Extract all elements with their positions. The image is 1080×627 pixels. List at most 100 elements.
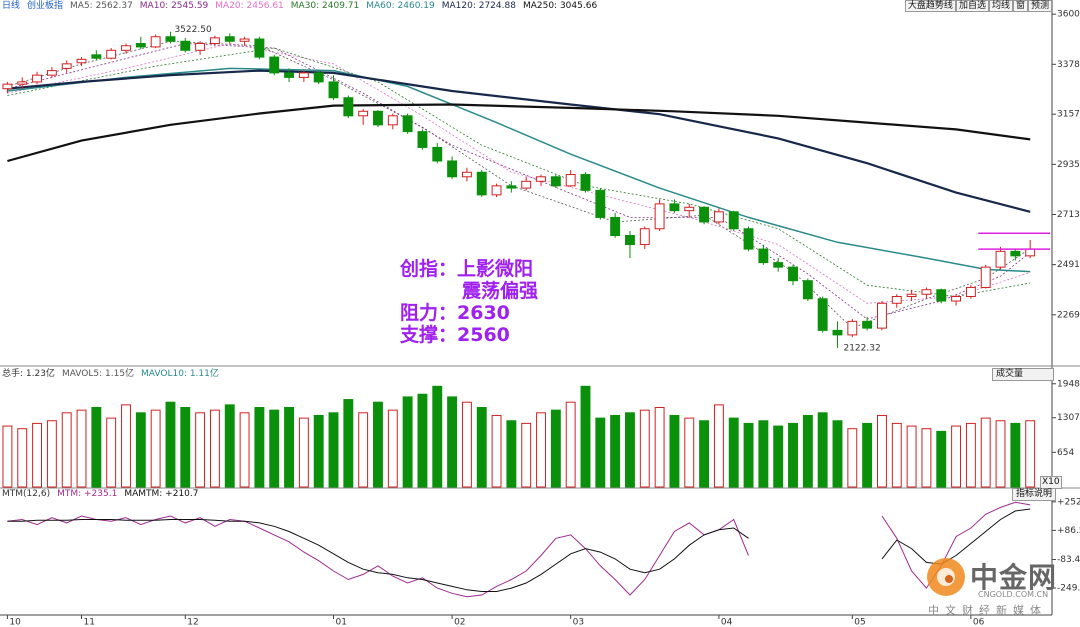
- volume-bar: [847, 428, 858, 488]
- candle-body: [417, 131, 428, 148]
- y-tick-label: 2491: [1057, 260, 1080, 270]
- volume-bar: [728, 417, 739, 488]
- candle-body: [832, 329, 843, 336]
- candle-body: [135, 43, 146, 48]
- candle-body: [595, 189, 606, 218]
- volume-bar: [328, 412, 339, 488]
- volume-bar: [254, 407, 265, 488]
- candle-body: [788, 266, 798, 282]
- volume-bar: [32, 422, 43, 488]
- volume-bar: [965, 422, 976, 488]
- candle-body: [491, 185, 502, 196]
- candle-body: [565, 174, 576, 187]
- y-tick-label: 2935: [1057, 160, 1080, 170]
- candle-body: [165, 36, 176, 42]
- volume-bar: [17, 428, 28, 488]
- candle-body: [965, 286, 976, 297]
- candle-body: [313, 72, 324, 83]
- low-label: 2122.32: [843, 343, 880, 353]
- volume-bar: [106, 417, 117, 488]
- volume-bar: [269, 409, 280, 488]
- note: 震荡偏强: [462, 280, 539, 302]
- logo-domain: CNGOLD.COM.CN: [978, 590, 1049, 599]
- candle-body: [699, 206, 710, 223]
- candle-body: [684, 206, 695, 212]
- candle-body: [32, 74, 43, 83]
- volume-bar: [669, 414, 680, 488]
- volume-bar: [654, 407, 665, 488]
- volume-bar: [373, 401, 383, 488]
- candle-body: [802, 280, 813, 300]
- legend-text: MTM(12,6): [2, 489, 51, 499]
- volume-bar: [417, 393, 428, 488]
- y-tick-label: -83.40: [1057, 555, 1080, 565]
- volume-bar: [550, 409, 561, 488]
- y-tick-label: 3157: [1057, 110, 1080, 120]
- legend-entry: MAVOL5: 1.15亿: [61, 369, 135, 379]
- volume-bar: [684, 417, 695, 488]
- indicator-line: [7, 501, 1031, 598]
- toolbar-button[interactable]: 预测: [1027, 0, 1052, 12]
- candle-body: [891, 295, 902, 304]
- toolbar-button[interactable]: 加自选: [955, 0, 989, 12]
- toolbar-button[interactable]: 窗: [1012, 0, 1028, 12]
- volume-bar: [713, 404, 724, 488]
- x-tick-label: 11: [84, 618, 95, 627]
- volume-bar: [447, 396, 458, 488]
- candle-body: [817, 298, 828, 331]
- candle-body: [91, 54, 102, 59]
- volume-bar: [476, 407, 487, 488]
- candle-body: [224, 36, 235, 42]
- x-tick-label: 02: [454, 618, 465, 627]
- x-tick-label: 06: [973, 618, 985, 627]
- candle-body: [654, 203, 665, 230]
- candle-body: [639, 228, 650, 246]
- volume-bar: [610, 414, 621, 488]
- candle-body: [847, 320, 858, 336]
- x-tick-label: 01: [336, 618, 347, 627]
- candle-body: [921, 289, 932, 295]
- candle-body: [743, 228, 754, 250]
- candle-body: [2, 83, 13, 90]
- toolbar-button[interactable]: 大盘趋势线: [904, 0, 956, 12]
- indicator-selector[interactable]: 成交量: [992, 368, 1054, 381]
- volume-bar: [521, 422, 532, 488]
- candle-body: [550, 176, 561, 187]
- x-tick-label: 04: [721, 618, 733, 627]
- volume-bar: [209, 409, 220, 488]
- volume-bar: [165, 401, 176, 488]
- volume-bar: [432, 385, 443, 488]
- candle-body: [298, 72, 309, 78]
- candle-body: [373, 110, 383, 126]
- legend-entry: MA250: 3045.66: [522, 1, 598, 11]
- logo-slogan: 中文财经新媒体: [928, 604, 1047, 617]
- volume-bar: [506, 420, 517, 488]
- volume-legend: 总手: 1.23亿 MAVOL5: 1.15亿 MAVOL10: 1.11亿: [2, 369, 219, 380]
- candle-body: [284, 72, 294, 78]
- candle-body: [713, 211, 724, 223]
- legend-entry: MAMTM: +210.7: [124, 489, 199, 499]
- ma-line: [7, 67, 1031, 273]
- candle-body: [728, 211, 739, 230]
- x-tick-label: 10: [9, 618, 21, 627]
- volume-bar: [491, 414, 502, 488]
- toolbar-button[interactable]: 均线: [988, 0, 1013, 12]
- legend-entry: MA20: 2456.61: [215, 1, 284, 11]
- volume-bar: [699, 420, 710, 488]
- legend-entry: MA5: 2562.37: [70, 1, 133, 11]
- candle-body: [343, 97, 354, 117]
- volume-bar: [298, 417, 309, 488]
- volume-bar: [743, 422, 754, 488]
- volume-bar: [224, 404, 235, 488]
- peak-label: 3522.50: [174, 25, 211, 35]
- toolbar: 大盘趋势线 加自选 均线窗预测: [904, 0, 1052, 12]
- y-tick-label: +252.6: [1057, 497, 1080, 507]
- candle-body: [1025, 248, 1036, 257]
- volume-bar: [565, 401, 576, 488]
- help-button[interactable]: 指标说明: [1012, 488, 1057, 501]
- volume-bar: [877, 414, 887, 488]
- candle-body: [209, 37, 220, 45]
- legend-entry: MA120: 2724.88: [441, 1, 516, 11]
- candle-body: [980, 266, 991, 288]
